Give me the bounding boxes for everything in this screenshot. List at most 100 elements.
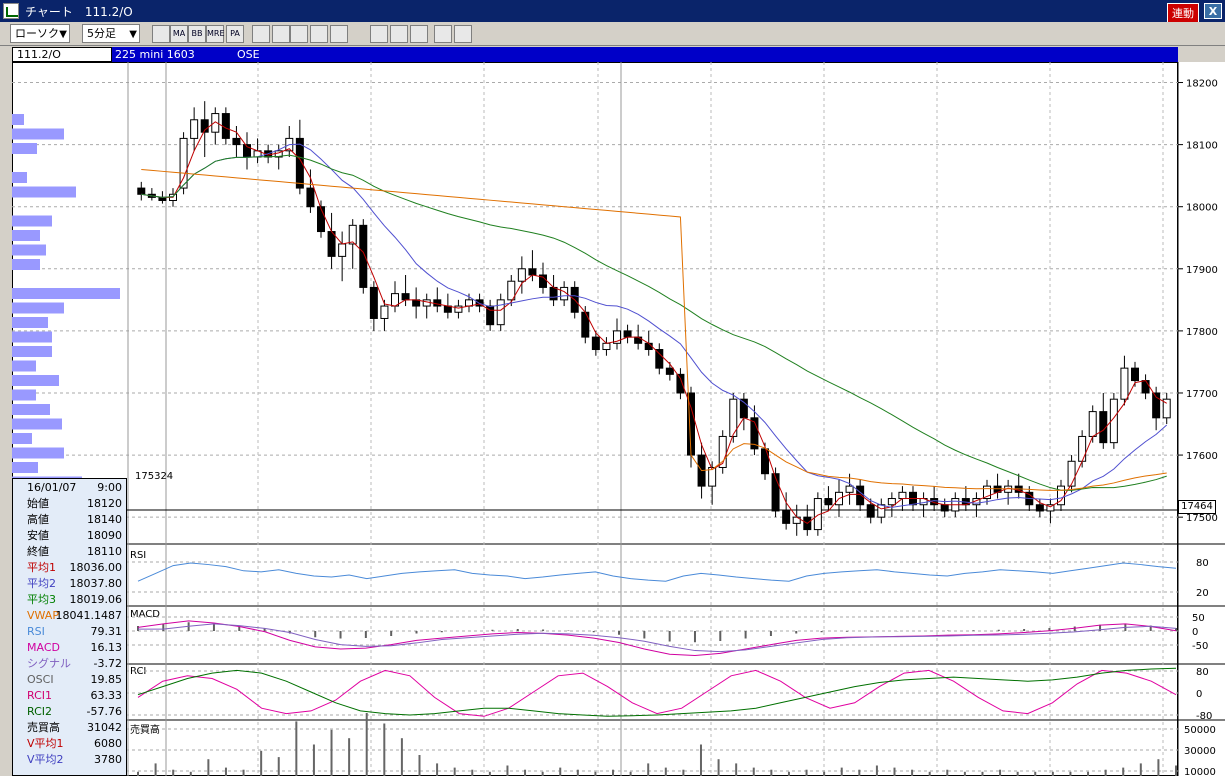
- fib-icon[interactable]: [454, 25, 472, 43]
- volume-profile-bar: [12, 375, 59, 386]
- price-tick-label: 17500: [1186, 513, 1218, 524]
- price-tick-label: 17700: [1186, 389, 1218, 400]
- info-value: 16.13: [90, 641, 123, 654]
- price-tick-label: 17800: [1186, 327, 1218, 338]
- candle-body: [1120, 367, 1129, 400]
- rsi-panel-label: RSI: [130, 550, 146, 561]
- candle-body: [750, 417, 759, 450]
- settings-icon[interactable]: [310, 25, 328, 43]
- rsi-tick-label: 20: [1196, 588, 1209, 599]
- candle-body: [887, 498, 896, 506]
- zoom-icon[interactable]: [290, 25, 308, 43]
- candle-body: [137, 187, 146, 195]
- chevron-down-icon: ▼: [59, 29, 67, 40]
- volume-profile-bar: [12, 244, 46, 256]
- info-label: OSCI: [27, 673, 54, 686]
- bb-icon[interactable]: BB: [188, 25, 206, 43]
- grid-icon[interactable]: [330, 25, 348, 43]
- candle-body: [591, 336, 600, 351]
- instrument-bar: 111.2/O 225 mini 1603 OSE: [12, 47, 1178, 62]
- candle-body: [983, 485, 991, 500]
- instrument-code[interactable]: 111.2/O: [12, 47, 112, 62]
- macd-panel-label: MACD: [130, 609, 160, 620]
- candle-body: [1035, 504, 1044, 512]
- candle-body: [454, 305, 463, 313]
- eraser-icon[interactable]: [410, 25, 428, 43]
- info-row: 平均3 18019.06: [15, 592, 124, 608]
- info-label: 安値: [27, 529, 49, 542]
- candle-body: [1162, 398, 1171, 419]
- rci-tick-label: -80: [1196, 711, 1212, 722]
- info-value: 18090: [87, 529, 122, 542]
- volume-profile-bar: [12, 259, 40, 270]
- info-row: V平均1 6080: [15, 736, 124, 752]
- info-date: 16/01/07: [27, 481, 77, 494]
- candle-body: [602, 342, 611, 351]
- info-panel: 16/01/07 9:00 始値 18120 高値 18140 安値 18090 終値 181…: [12, 478, 127, 776]
- close-button[interactable]: X: [1204, 3, 1222, 19]
- info-value: 31042: [87, 721, 122, 734]
- pa-icon[interactable]: PA: [226, 25, 244, 43]
- chart-area[interactable]: 18200 18100 18000 17900 17800 17700 17600 17500…: [12, 62, 1225, 776]
- gear-icon[interactable]: [434, 25, 452, 43]
- interval-select[interactable]: 5分足 ▼: [82, 24, 140, 43]
- rci2-line: [137, 667, 1177, 717]
- link-button[interactable]: 連動: [1167, 3, 1199, 23]
- info-row: 始値 18120: [15, 496, 124, 512]
- candle-body: [359, 224, 368, 288]
- candle-body: [729, 398, 738, 437]
- macd-line: [137, 620, 1177, 657]
- volume-profile-bar: [12, 317, 48, 328]
- info-label: VWAP: [27, 609, 59, 622]
- candle-body: [1078, 435, 1087, 462]
- chart-canvas[interactable]: 18200 18100 18000 17900 17800 17700 17600 17500…: [12, 62, 1225, 776]
- candle-body: [306, 187, 315, 208]
- candle-body: [771, 473, 780, 512]
- price-tick-label: 17900: [1186, 265, 1218, 276]
- candle-body: [295, 137, 304, 189]
- candle-body: [539, 274, 547, 288]
- info-value: -57.76: [86, 705, 122, 718]
- volume-profile-bar: [12, 418, 62, 430]
- volume-profile-bar: [12, 143, 37, 154]
- volume-tick-label: 30000: [1184, 746, 1216, 757]
- line-chart-icon[interactable]: [252, 25, 270, 43]
- info-row: 安値 18090: [15, 528, 124, 544]
- candle-body: [708, 466, 717, 487]
- candle-body: [665, 367, 674, 375]
- ma3-line: [141, 154, 1167, 491]
- mre-icon[interactable]: MRE: [206, 25, 225, 43]
- rci-tick-label: 0: [1196, 689, 1202, 700]
- candle-body: [433, 299, 442, 307]
- info-label: V平均2: [27, 753, 64, 766]
- candle-body: [496, 299, 505, 326]
- chart-type-select[interactable]: ローソク ▼: [10, 24, 70, 43]
- candle-body: [782, 510, 791, 524]
- volume-profile-bar: [12, 114, 24, 125]
- info-value: 18140: [87, 513, 122, 526]
- rsi-line: [137, 562, 1177, 582]
- candle-body: [940, 504, 949, 512]
- candle-body: [824, 498, 833, 506]
- info-time: 9:00: [97, 481, 122, 494]
- window-icon[interactable]: [152, 25, 170, 43]
- candle-body: [1099, 411, 1108, 444]
- pencil-icon[interactable]: [370, 25, 388, 43]
- info-label: 平均3: [27, 593, 56, 606]
- candle-body: [644, 342, 653, 351]
- candle-body: [401, 293, 410, 301]
- candle-body: [200, 119, 209, 133]
- candle-body: [866, 504, 875, 518]
- volume-profile-bar: [12, 360, 36, 372]
- info-row: VWAP 18041.1487: [15, 608, 124, 624]
- candle-body: [1067, 460, 1076, 487]
- ma-icon[interactable]: MA: [170, 25, 188, 43]
- toolbar: ローソク ▼ 5分足 ▼ MA BB MRE PA: [0, 22, 1225, 46]
- volume-profile-bar: [12, 433, 32, 444]
- rci-tick-label: 80: [1196, 667, 1209, 678]
- candle-body: [676, 373, 685, 394]
- pointer-icon[interactable]: [390, 25, 408, 43]
- cursor-cross-icon[interactable]: [272, 25, 290, 43]
- macd-tick-label: 50: [1192, 613, 1205, 624]
- rci1-line: [137, 669, 1177, 717]
